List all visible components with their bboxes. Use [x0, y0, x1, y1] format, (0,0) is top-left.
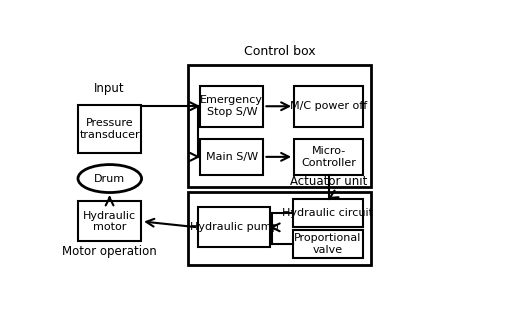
Bar — [78, 202, 141, 241]
Text: Hydraulic
motor: Hydraulic motor — [83, 211, 136, 232]
Bar — [294, 139, 363, 175]
Bar — [294, 86, 363, 127]
Text: Drum: Drum — [94, 173, 125, 183]
Bar — [200, 86, 264, 127]
Bar — [78, 105, 141, 153]
Text: Control box: Control box — [244, 45, 316, 58]
Text: Pressure
transducer: Pressure transducer — [79, 118, 140, 140]
Text: Micro-
Controller: Micro- Controller — [301, 146, 356, 168]
Text: Emergency
Stop S/W: Emergency Stop S/W — [200, 95, 264, 117]
Bar — [293, 230, 362, 258]
Bar — [188, 192, 371, 265]
Bar — [198, 208, 270, 247]
Text: Motor operation: Motor operation — [62, 245, 157, 258]
Bar — [188, 65, 371, 187]
Text: Hydraulic circuit: Hydraulic circuit — [282, 208, 373, 218]
Text: Actuator unit: Actuator unit — [290, 175, 367, 188]
Ellipse shape — [78, 165, 141, 192]
Text: Input: Input — [94, 82, 125, 95]
Text: Main S/W: Main S/W — [206, 152, 258, 162]
Text: Proportional
valve: Proportional valve — [294, 233, 361, 255]
Bar — [200, 139, 264, 175]
Bar — [293, 199, 362, 227]
Text: M/C power off: M/C power off — [290, 101, 367, 111]
Text: Hydraulic pump: Hydraulic pump — [189, 222, 278, 232]
